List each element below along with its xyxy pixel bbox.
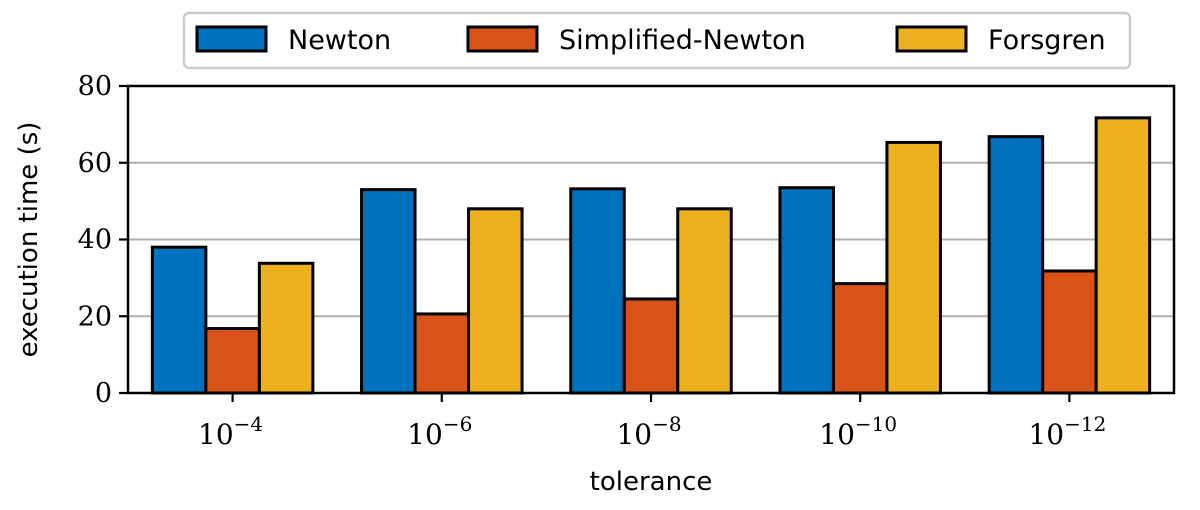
y-tick-label: 80	[78, 71, 112, 102]
legend-swatch-forsgren	[895, 25, 968, 53]
legend-swatch-newton	[195, 25, 268, 53]
bar-newton-0	[150, 245, 208, 395]
y-tick-label: 0	[95, 378, 112, 409]
x-tick-label: 10−10	[819, 412, 897, 451]
bar-newton-1	[360, 188, 417, 395]
x-axis-label: tolerance	[590, 467, 713, 497]
legend-label: Simplified-Newton	[559, 25, 806, 56]
y-tick-label: 20	[78, 301, 112, 332]
bar-forsgren-4	[1094, 116, 1152, 395]
x-tick-base: 10	[1028, 418, 1064, 451]
legend: Newton Simplified-Newton Forsgren	[182, 11, 1132, 70]
x-tick-label: 10−6	[407, 412, 472, 451]
bar-forsgren-1	[467, 207, 524, 395]
legend-swatch-simplified-newton	[466, 25, 539, 53]
y-tick-label: 60	[78, 148, 112, 179]
x-tick-base: 10	[407, 418, 443, 451]
bar-group	[150, 116, 1152, 395]
bar-newton-3	[778, 186, 835, 395]
x-tick-exponent: −6	[443, 412, 472, 436]
x-tick-base: 10	[819, 418, 855, 451]
x-tick-label: 10−4	[198, 412, 263, 451]
bar-forsgren-2	[676, 207, 733, 395]
legend-label: Newton	[288, 25, 391, 56]
bar-newton-2	[569, 187, 626, 395]
x-tick-base: 10	[198, 418, 234, 451]
x-axis: 10−4 10−6 10−8 10−10 10−12	[198, 393, 1106, 451]
y-axis-label: execution time (s)	[14, 122, 44, 358]
bar-forsgren-0	[257, 261, 315, 395]
legend-label: Forsgren	[988, 25, 1106, 56]
x-tick-label: 10−8	[616, 412, 681, 451]
y-axis: 0 20 40 60 80	[78, 71, 128, 409]
x-tick-exponent: −8	[652, 412, 681, 436]
x-tick-exponent: −12	[1064, 412, 1106, 436]
x-tick-exponent: −10	[855, 412, 897, 436]
bar-simplified-newton-0	[204, 327, 261, 395]
x-tick-base: 10	[616, 418, 652, 451]
x-tick-label: 10−12	[1028, 412, 1106, 451]
bar-simplified-newton-1	[413, 312, 471, 395]
x-tick-exponent: −4	[234, 412, 263, 436]
y-tick-label: 40	[78, 225, 112, 256]
legend-box	[182, 11, 1132, 70]
bar-simplified-newton-4	[1041, 269, 1098, 395]
bar-newton-4	[987, 135, 1045, 395]
bar-forsgren-3	[885, 140, 942, 395]
bar-simplified-newton-3	[831, 282, 889, 395]
bar-simplified-newton-2	[622, 297, 680, 395]
